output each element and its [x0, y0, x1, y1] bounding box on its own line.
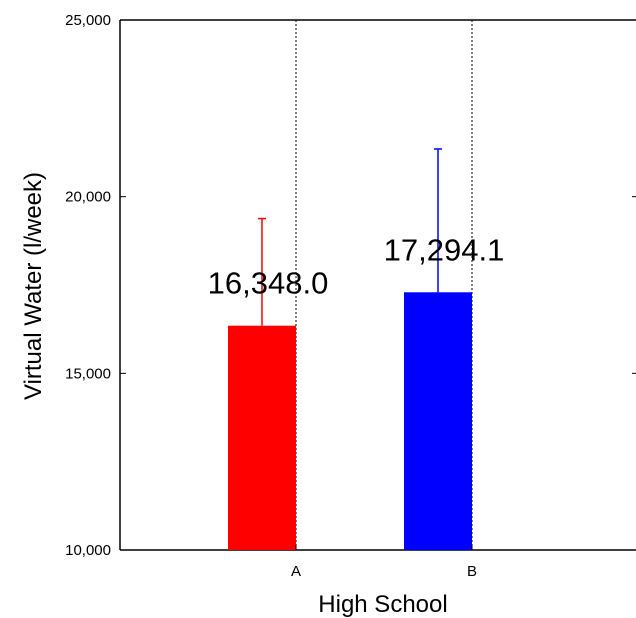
y-tick-label: 15,000	[65, 365, 111, 382]
x-tick-label-b: B	[467, 563, 477, 580]
error-bars	[258, 148, 442, 326]
x-tick-label-a: A	[291, 563, 301, 580]
y-tick-label: 10,000	[65, 542, 111, 559]
bar-a	[228, 325, 296, 550]
y-axis-ticks: 10,000 15,000 20,000 25,000	[65, 12, 636, 559]
y-axis-title: Virtual Water (l/week)	[20, 172, 47, 400]
y-tick-label: 20,000	[65, 189, 111, 206]
x-axis-title: High School	[318, 591, 447, 618]
bars	[228, 292, 472, 550]
data-label-a: 16,348.0	[208, 266, 329, 301]
y-tick-label: 25,000	[65, 12, 111, 29]
bar-b	[404, 292, 472, 550]
plot-frame	[119, 19, 636, 551]
data-label-b: 17,294.1	[384, 232, 505, 267]
data-labels: 16,348.0 17,294.1	[208, 232, 505, 300]
